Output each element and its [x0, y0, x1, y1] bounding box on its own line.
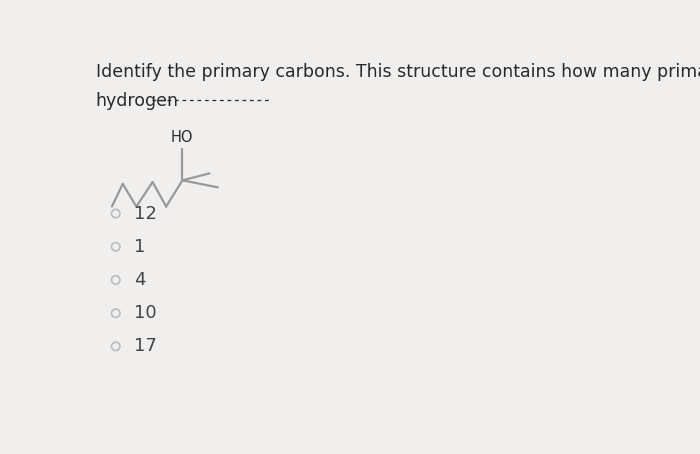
Text: 4: 4: [134, 271, 145, 289]
Text: 17: 17: [134, 337, 157, 355]
Text: 12: 12: [134, 205, 157, 222]
Text: HO: HO: [171, 130, 193, 145]
Text: 1: 1: [134, 238, 145, 256]
Text: 10: 10: [134, 304, 156, 322]
Text: Identify the primary carbons. This structure contains how many primary: Identify the primary carbons. This struc…: [96, 63, 700, 81]
Text: hydrogen: hydrogen: [96, 92, 178, 110]
